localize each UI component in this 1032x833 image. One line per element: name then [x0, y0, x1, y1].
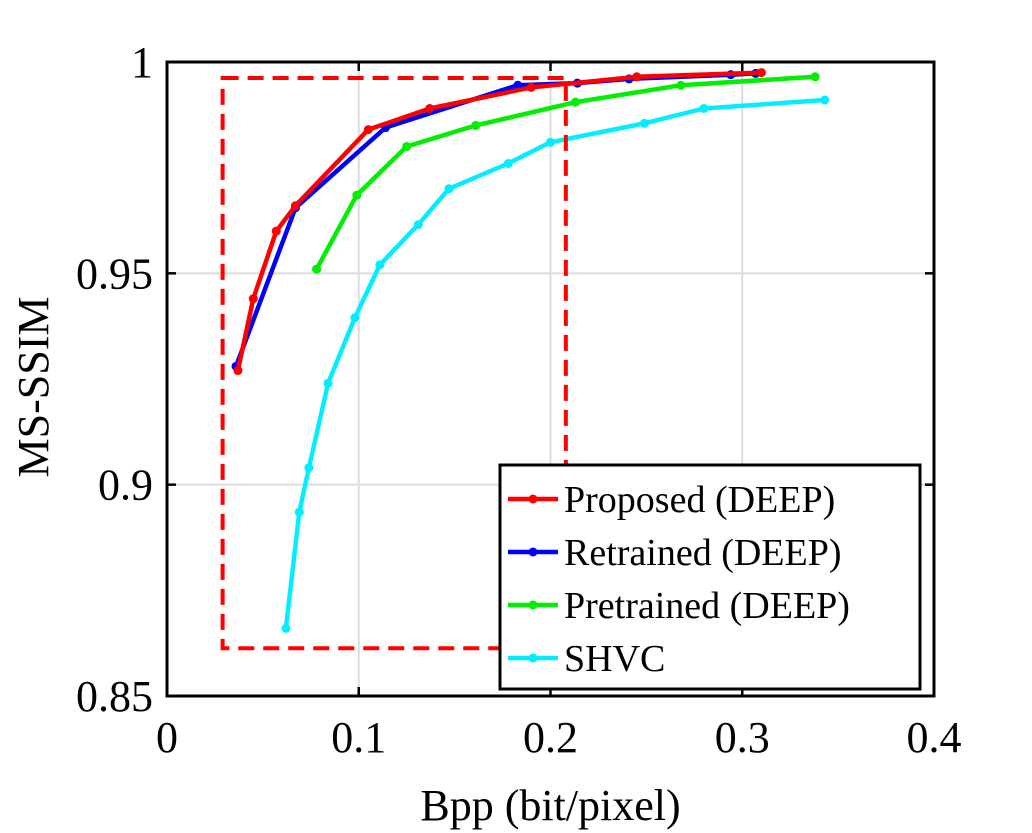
- series-layer: [231, 68, 830, 633]
- zoom-region-rectangle: [220, 76, 568, 651]
- x-tick-label: 0.2: [523, 713, 578, 762]
- legend: Proposed (DEEP) Retrained (DEEP) Pretraine…: [498, 463, 922, 691]
- legend-label: Retrained (DEEP): [564, 532, 842, 574]
- y-tick-label: 0.9: [98, 461, 153, 510]
- x-tick-label: 0.4: [907, 713, 962, 762]
- data-point-shvc: [413, 220, 423, 230]
- legend-label: Pretrained (DEEP): [564, 585, 850, 627]
- data-point-shvc: [281, 623, 291, 633]
- data-point-pretrained-deep: [402, 142, 412, 152]
- data-point-proposed-deep: [233, 366, 243, 376]
- x-tick-label: 0.1: [331, 713, 386, 762]
- data-point-shvc: [639, 118, 649, 128]
- data-point-shvc: [350, 313, 360, 323]
- data-point-pretrained-deep: [471, 120, 481, 130]
- data-point-pretrained-deep: [810, 72, 820, 82]
- data-point-shvc: [444, 184, 454, 194]
- x-tick-label: 0: [156, 713, 178, 762]
- data-point-pretrained-deep: [676, 80, 686, 90]
- legend-marker: [528, 653, 538, 663]
- data-point-proposed-deep: [290, 201, 300, 211]
- x-tick-label: 0.3: [715, 713, 770, 762]
- tick-labels: 0 0.1 0.2 0.3 0.4 0.85 0.9 0.95 1: [76, 38, 962, 762]
- annotation-layer: [220, 76, 568, 651]
- legend-label: SHVC: [564, 638, 665, 680]
- axis-ticks: [165, 60, 936, 698]
- data-point-shvc: [323, 378, 333, 388]
- data-point-proposed-deep: [632, 72, 642, 82]
- legend-marker: [528, 600, 538, 610]
- series-proposed-deep: [233, 68, 766, 376]
- legend-box: [498, 463, 922, 691]
- data-point-proposed-deep: [271, 226, 281, 236]
- data-point-shvc: [375, 260, 385, 270]
- x-axis-label: Bpp (bit/pixel): [420, 781, 680, 830]
- y-tick-label: 0.95: [76, 249, 153, 298]
- data-point-proposed-deep: [526, 82, 536, 92]
- legend-marker: [528, 547, 538, 557]
- data-point-shvc: [294, 507, 304, 517]
- y-axis-label: MS-SSIM: [9, 297, 58, 478]
- y-tick-label: 1: [131, 38, 153, 87]
- series-pretrained-deep: [312, 72, 820, 274]
- data-point-proposed-deep: [756, 68, 766, 78]
- series-shvc: [281, 95, 830, 633]
- data-point-shvc: [699, 103, 709, 113]
- data-point-proposed-deep: [363, 125, 373, 135]
- data-point-proposed-deep: [248, 294, 258, 304]
- legend-marker: [528, 494, 538, 504]
- y-tick-label: 0.85: [76, 672, 153, 721]
- data-point-shvc: [820, 95, 830, 105]
- data-point-shvc: [304, 463, 314, 473]
- data-point-shvc: [503, 158, 513, 168]
- data-point-proposed-deep: [425, 103, 435, 113]
- data-point-pretrained-deep: [312, 264, 322, 274]
- data-point-pretrained-deep: [352, 190, 362, 200]
- legend-label: Proposed (DEEP): [564, 479, 835, 521]
- data-point-shvc: [546, 137, 555, 147]
- data-point-pretrained-deep: [570, 97, 580, 107]
